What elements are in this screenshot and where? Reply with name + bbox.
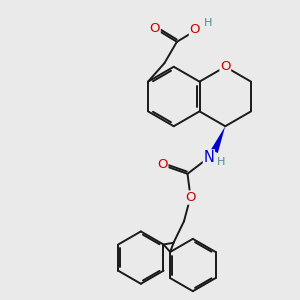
Text: O: O — [220, 60, 230, 73]
Polygon shape — [211, 126, 225, 153]
Text: N: N — [203, 150, 214, 165]
Text: O: O — [157, 158, 168, 171]
Text: H: H — [204, 18, 213, 28]
Text: H: H — [217, 157, 226, 167]
Text: O: O — [150, 22, 160, 34]
Text: O: O — [185, 191, 196, 204]
Text: O: O — [190, 23, 200, 36]
